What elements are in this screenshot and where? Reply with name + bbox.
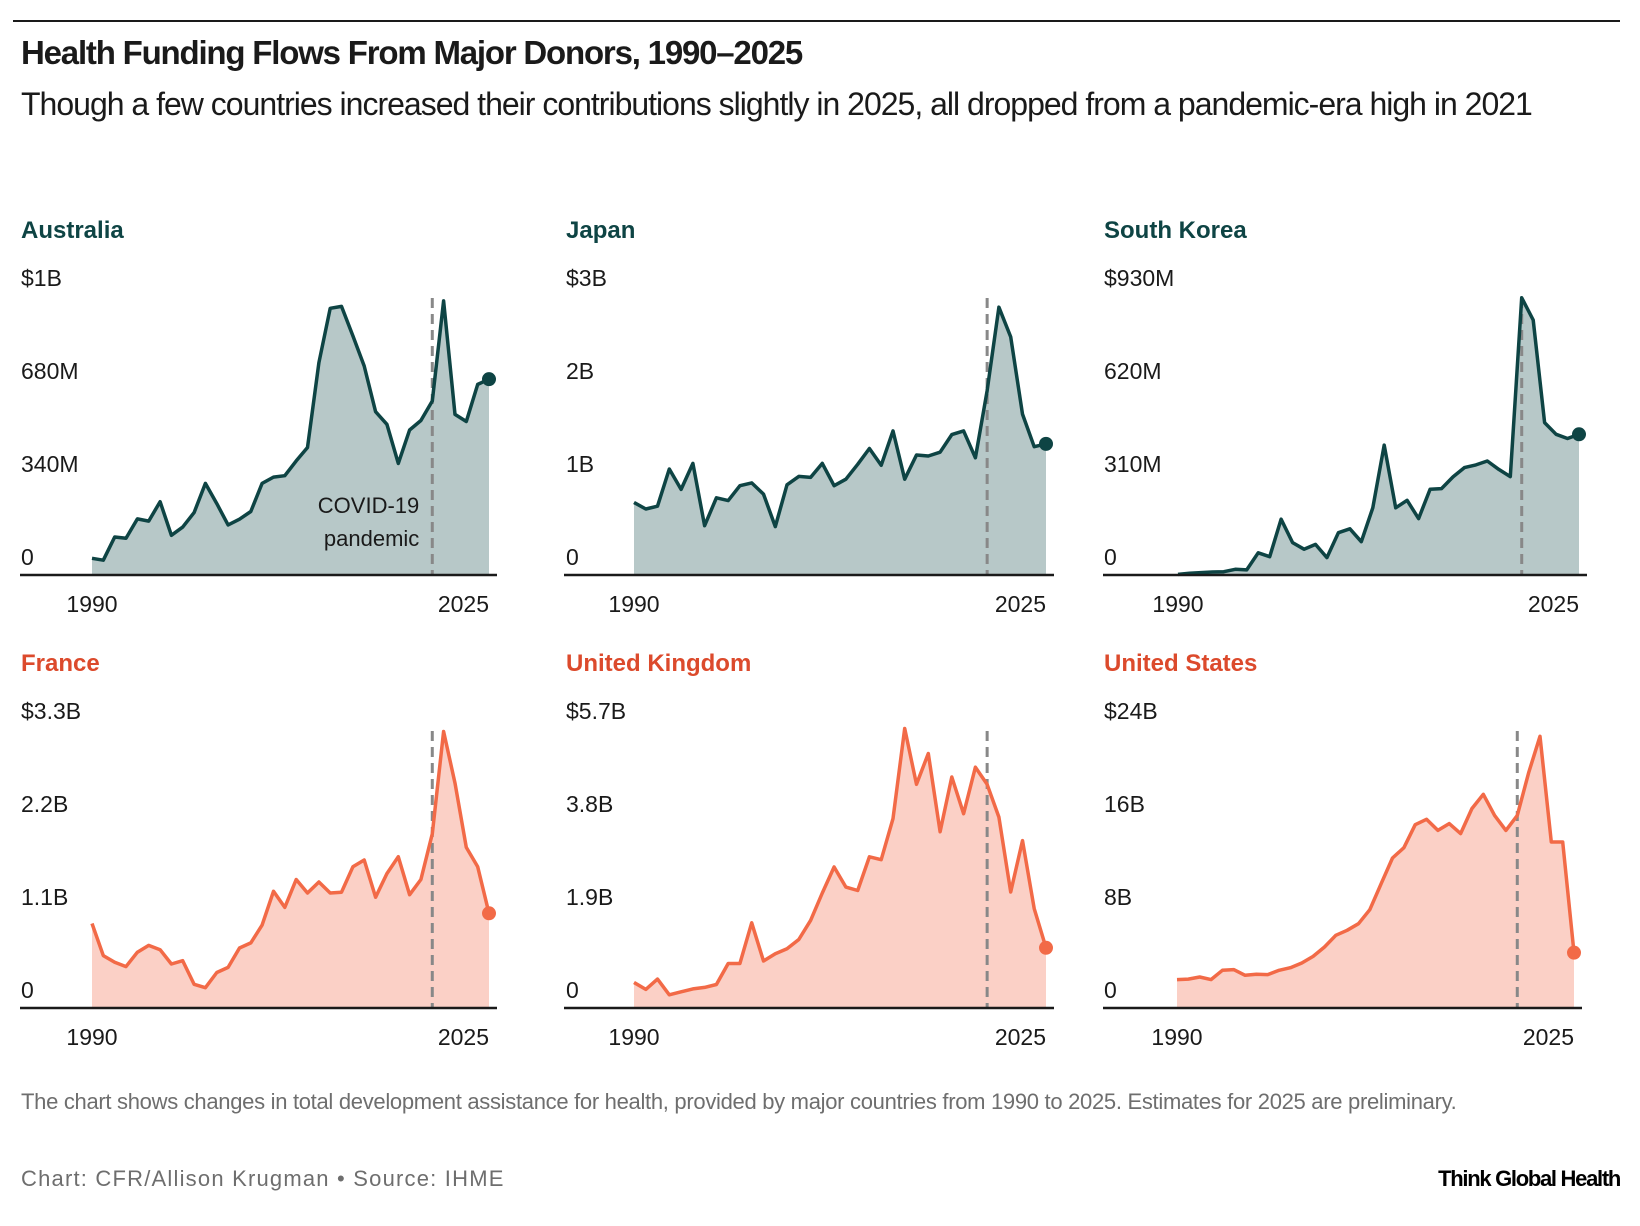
latest-value-dot [482, 372, 496, 387]
x-tick-label: 1990 [1152, 591, 1203, 617]
series-line [1176, 734, 1576, 982]
panel-title: South Korea [1104, 217, 1247, 244]
series-line [90, 729, 491, 990]
panel-title: France [21, 650, 100, 677]
latest-value-dot [1567, 945, 1581, 960]
y-tick-label: 0 [1104, 544, 1117, 570]
latest-value-dot [1572, 427, 1586, 442]
chart-title: Health Funding Flows From Major Donors, … [21, 34, 803, 71]
latest-value-dot [1039, 436, 1053, 451]
panel-south-korea: South Korea 0 310M 620M $930M 1990 2025 [1103, 217, 1587, 617]
y-tick-label: 0 [566, 977, 579, 1003]
think-global-health-logo: Think Global Health [1438, 1166, 1621, 1191]
x-tick-label: 2025 [438, 1024, 489, 1050]
x-tick-label: 2025 [1523, 1024, 1574, 1050]
x-tick-label: 1990 [1151, 1024, 1202, 1050]
y-tick-label: 310M [1104, 451, 1162, 477]
y-tick-label: $24B [1104, 698, 1158, 724]
area-fill [1178, 297, 1579, 575]
y-tick-label: 340M [21, 451, 79, 477]
x-tick-label: 2025 [1528, 591, 1579, 617]
y-tick-label: 2.2B [21, 791, 68, 817]
area-fill [92, 300, 489, 575]
chart-credit: Chart: CFR/Allison Krugman • Source: IHM… [21, 1166, 505, 1191]
series-line [633, 726, 1048, 997]
y-tick-label: $5.7B [566, 698, 626, 724]
latest-value-dot [482, 906, 496, 921]
y-tick-label: 1.1B [21, 884, 68, 910]
y-tick-label: $930M [1104, 265, 1174, 291]
y-tick-label: 1B [566, 451, 594, 477]
y-tick-label: $1B [21, 265, 62, 291]
area-fill [634, 307, 1046, 575]
y-tick-label: 3.8B [566, 791, 613, 817]
area-fill [634, 728, 1046, 1008]
series-line [91, 299, 490, 562]
x-tick-label: 2025 [995, 591, 1046, 617]
chart-subtitle: Though a few countries increased their c… [21, 86, 1533, 122]
x-tick-label: 1990 [608, 591, 659, 617]
y-tick-label: 16B [1104, 791, 1145, 817]
series-line [1177, 296, 1580, 577]
area-fill [92, 731, 489, 1008]
panel-title: United Kingdom [566, 650, 751, 677]
pandemic-annotation: pandemic [324, 526, 419, 551]
area-fill [1177, 736, 1574, 1008]
x-tick-label: 1990 [66, 1024, 117, 1050]
y-tick-label: 2B [566, 358, 594, 384]
panel-title: United States [1104, 650, 1257, 677]
panel-australia: Australia 0 340M 680M $1B 1990 2025 COVID-19 pan… [20, 217, 497, 617]
top-rule [13, 20, 1620, 22]
y-tick-label: 0 [566, 544, 579, 570]
series-line [633, 305, 1047, 529]
chart-note: The chart shows changes in total develop… [21, 1089, 1457, 1114]
pandemic-annotation: COVID-19 [318, 493, 419, 518]
panel-france: France 0 1.1B 2.2B $3.3B 1990 2025 [20, 650, 497, 1050]
y-tick-label: 0 [1104, 977, 1117, 1003]
panel-united-kingdom: United Kingdom 0 1.9B 3.8B $5.7B 1990 2025 [564, 650, 1054, 1050]
y-tick-label: 680M [21, 358, 79, 384]
y-tick-label: 0 [21, 977, 34, 1003]
panel-title: Australia [21, 217, 124, 244]
latest-value-dot [1039, 940, 1053, 955]
x-tick-label: 2025 [995, 1024, 1046, 1050]
y-tick-label: 8B [1104, 884, 1132, 910]
x-tick-label: 2025 [438, 591, 489, 617]
y-tick-label: 1.9B [566, 884, 613, 910]
panel-japan: Japan 0 1B 2B $3B 1990 2025 [564, 217, 1054, 617]
y-tick-label: $3B [566, 265, 607, 291]
panel-united-states: United States 0 8B 16B $24B 1990 2025 [1103, 650, 1582, 1050]
panel-title: Japan [566, 217, 635, 244]
y-tick-label: $3.3B [21, 698, 81, 724]
y-tick-label: 0 [21, 544, 34, 570]
x-tick-label: 1990 [66, 591, 117, 617]
y-tick-label: 620M [1104, 358, 1162, 384]
x-tick-label: 1990 [608, 1024, 659, 1050]
